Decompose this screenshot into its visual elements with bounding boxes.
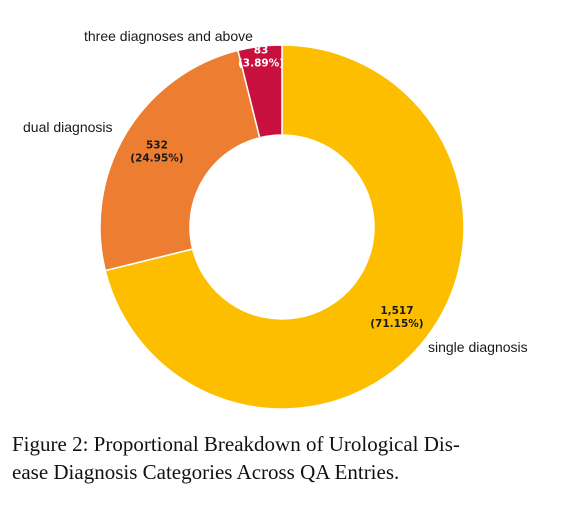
donut-labels: 1,517(71.15%) single diagnosis 532(24.95%)…: [23, 28, 528, 355]
caption-line-1: Figure 2: Proportional Breakdown of Urol…: [12, 432, 460, 456]
percent-label-dual-diagnosis: (24.95%): [130, 153, 183, 165]
caption-line-2: ease Diagnosis Categories Across QA Entr…: [12, 460, 400, 484]
category-label-single-diagnosis: single diagnosis: [428, 339, 528, 355]
slice-three-diagnoses-and-above: [237, 44, 283, 139]
percent-label-single-diagnosis: (71.15%): [370, 318, 423, 330]
figure-caption: Figure 2: Proportional Breakdown of Urol…: [12, 430, 547, 486]
value-label-single-diagnosis: 1,517: [380, 305, 413, 317]
slice-single-diagnosis: [104, 44, 465, 410]
donut-slices: [99, 44, 465, 410]
value-label-three-diagnoses-and-above: 83: [254, 44, 269, 56]
donut-chart: 1,517(71.15%) single diagnosis 532(24.95%)…: [23, 28, 528, 410]
category-label-dual-diagnosis: dual diagnosis: [23, 119, 113, 135]
slice-dual-diagnosis: [99, 49, 261, 272]
percent-label-three-diagnoses-and-above: (3.89%): [238, 57, 284, 69]
category-label-three-diagnoses-and-above: three diagnoses and above: [84, 28, 253, 44]
value-label-dual-diagnosis: 532: [146, 140, 168, 152]
